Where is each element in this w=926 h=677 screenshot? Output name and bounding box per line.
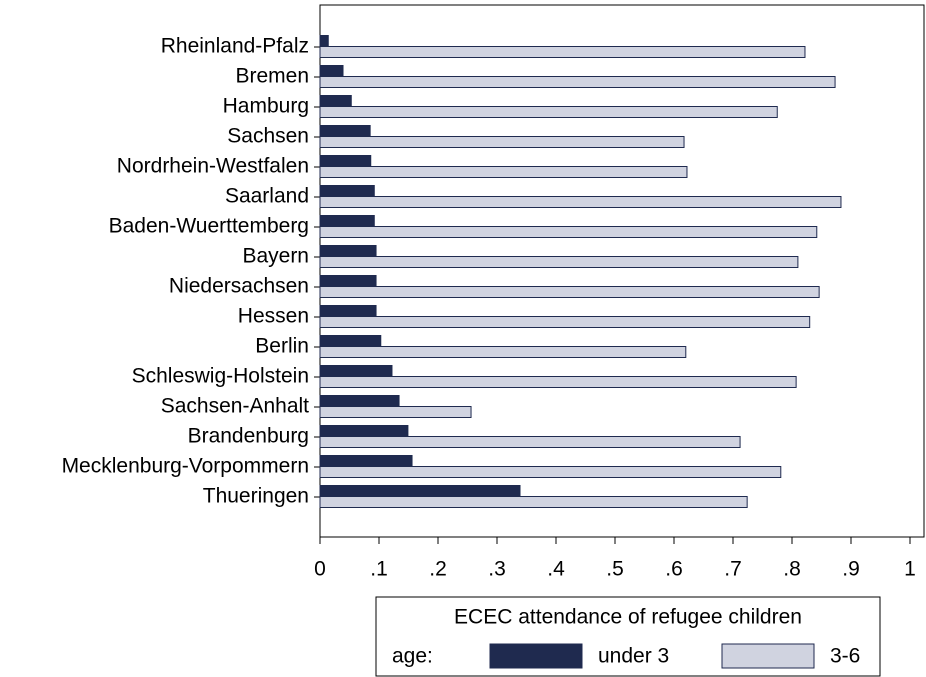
plot-frame bbox=[319, 4, 925, 538]
bar bbox=[319, 346, 687, 358]
x-tick-label: .3 bbox=[488, 558, 506, 581]
bar bbox=[319, 496, 748, 508]
bar bbox=[319, 365, 393, 377]
bar bbox=[319, 425, 409, 437]
x-tick-label: .1 bbox=[370, 558, 388, 581]
bar bbox=[319, 406, 472, 418]
y-tick-label: Hessen bbox=[238, 305, 309, 328]
bar bbox=[319, 305, 377, 317]
bar bbox=[319, 136, 685, 148]
bar bbox=[319, 335, 382, 347]
y-tick-label: Hamburg bbox=[223, 95, 309, 118]
y-tick-label: Schleswig-Holstein bbox=[132, 365, 309, 388]
bar bbox=[319, 76, 836, 88]
bar bbox=[319, 95, 352, 107]
bar bbox=[319, 226, 818, 238]
bar bbox=[319, 275, 377, 287]
y-tick-label: Sachsen-Anhalt bbox=[161, 395, 309, 418]
x-tick-label: 0 bbox=[314, 558, 326, 581]
y-tick-label: Brandenburg bbox=[188, 425, 309, 448]
y-tick-label: Rheinland-Pfalz bbox=[161, 35, 309, 58]
bar bbox=[319, 245, 377, 257]
x-tick-label: .6 bbox=[665, 558, 683, 581]
bar bbox=[319, 185, 375, 197]
legend-label: under 3 bbox=[598, 645, 669, 668]
legend-swatch bbox=[489, 643, 583, 669]
bar bbox=[319, 166, 688, 178]
y-tick-label: Saarland bbox=[225, 185, 309, 208]
legend-label: 3-6 bbox=[830, 645, 860, 668]
bar bbox=[319, 316, 811, 328]
bar bbox=[319, 35, 329, 47]
bar bbox=[319, 215, 375, 227]
x-tick-label: .8 bbox=[783, 558, 801, 581]
y-tick-label: Baden-Wuerttemberg bbox=[109, 215, 309, 238]
x-tick-label: .9 bbox=[842, 558, 860, 581]
x-tick-label: .5 bbox=[606, 558, 624, 581]
x-tick-label: .2 bbox=[429, 558, 447, 581]
bar bbox=[319, 256, 799, 268]
bar bbox=[319, 125, 371, 137]
bar bbox=[319, 106, 778, 118]
legend-swatch bbox=[721, 643, 815, 669]
legend-title: ECEC attendance of refugee children bbox=[454, 606, 802, 629]
y-tick-label: Niedersachsen bbox=[169, 275, 309, 298]
bar bbox=[319, 286, 820, 298]
legend-label: age: bbox=[392, 645, 433, 668]
y-tick-label: Mecklenburg-Vorpommern bbox=[62, 455, 309, 478]
x-tick-label: .4 bbox=[547, 558, 565, 581]
bar bbox=[319, 65, 344, 77]
bar bbox=[319, 485, 521, 497]
bar bbox=[319, 436, 741, 448]
bar bbox=[319, 395, 400, 407]
y-tick-label: Bayern bbox=[242, 245, 309, 268]
y-tick-label: Berlin bbox=[255, 335, 309, 358]
bar bbox=[319, 455, 413, 467]
bar bbox=[319, 46, 806, 58]
y-tick-label: Sachsen bbox=[227, 125, 309, 148]
y-tick-label: Nordrhein-Westfalen bbox=[117, 155, 309, 178]
bar bbox=[319, 466, 782, 478]
y-tick-label: Bremen bbox=[235, 65, 309, 88]
y-tick-label: Thueringen bbox=[203, 485, 309, 508]
bar bbox=[319, 196, 842, 208]
bar bbox=[319, 155, 372, 167]
x-tick-label: 1 bbox=[904, 558, 916, 581]
bar bbox=[319, 376, 797, 388]
x-tick-label: .7 bbox=[724, 558, 742, 581]
